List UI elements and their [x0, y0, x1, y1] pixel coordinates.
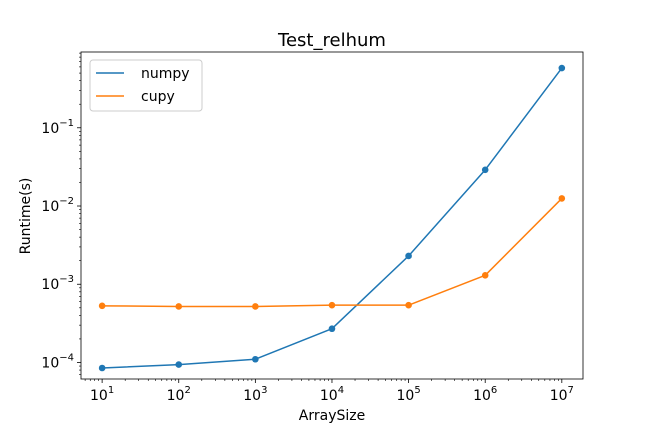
- x-tick-label: 104: [320, 385, 344, 404]
- y-tick-label: 10−1: [41, 118, 74, 137]
- legend-label-cupy: cupy: [141, 89, 175, 105]
- chart-title: Test_relhum: [277, 30, 386, 51]
- y-tick-label: 10−3: [41, 274, 74, 293]
- data-point-numpy: [175, 361, 183, 368]
- x-tick-label: 102: [167, 385, 191, 404]
- data-point-cupy: [98, 302, 106, 310]
- data-point-numpy: [252, 355, 259, 363]
- data-point-numpy: [98, 364, 106, 372]
- data-point-numpy: [558, 64, 566, 72]
- x-tick-label: 101: [90, 385, 114, 404]
- plot-area: 101 102 103 104 105 106 107 10−4 10−3 10−2 10−1 num…: [41, 51, 584, 404]
- data-point-cupy: [405, 301, 412, 309]
- data-point-numpy: [328, 325, 336, 333]
- data-point-cupy: [481, 272, 489, 279]
- x-tick-label: 105: [396, 385, 420, 404]
- data-point-cupy: [252, 303, 259, 310]
- x-axis-label: ArraySize: [299, 408, 365, 424]
- x-tick-label: 103: [243, 385, 267, 404]
- data-point-cupy: [558, 195, 566, 202]
- data-point-numpy: [481, 166, 489, 174]
- data-point-numpy: [405, 252, 412, 260]
- y-tick-label: 10−4: [41, 352, 74, 371]
- x-tick-label: 107: [550, 385, 574, 404]
- data-point-cupy: [175, 303, 183, 310]
- legend-label-numpy: numpy: [141, 66, 190, 82]
- x-tick-label: 106: [473, 385, 497, 404]
- data-point-cupy: [328, 301, 336, 309]
- axes-frame: [80, 51, 584, 380]
- y-axis-label: Runtime(s): [18, 178, 34, 255]
- y-tick-label: 10−2: [41, 196, 74, 215]
